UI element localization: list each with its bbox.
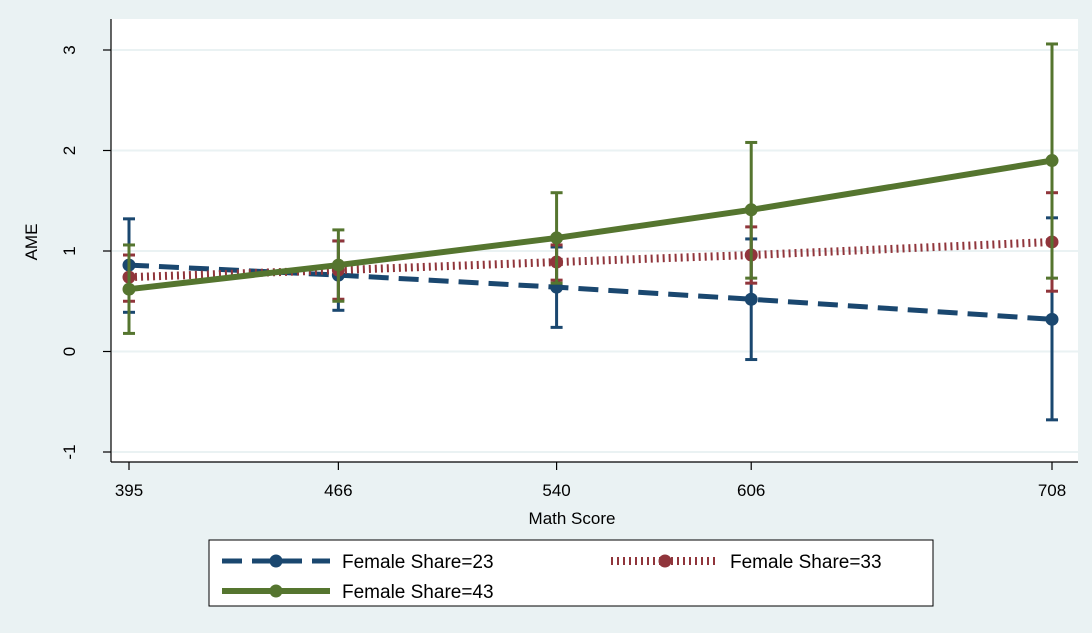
legend-swatch-marker bbox=[269, 554, 283, 568]
data-point bbox=[550, 231, 564, 245]
y-tick-label: -1 bbox=[60, 444, 79, 459]
y-axis-title: AME bbox=[22, 224, 41, 261]
y-tick-label: 1 bbox=[60, 246, 79, 255]
x-ticks: 395 466 540 606 708 bbox=[115, 462, 1066, 500]
legend-item: Female Share=33 bbox=[611, 552, 882, 573]
y-tick-label: 2 bbox=[60, 146, 79, 155]
legend: Female Share=23 Female Share=33 Female Sha… bbox=[208, 539, 934, 607]
series-layer bbox=[122, 42, 1059, 422]
x-axis-title: Math Score bbox=[529, 509, 616, 528]
x-tick-label: 708 bbox=[1038, 481, 1066, 500]
legend-box bbox=[208, 539, 934, 607]
y-ticks: -1 0 1 2 3 bbox=[60, 45, 111, 460]
legend-label: Female Share=23 bbox=[342, 552, 494, 573]
data-point bbox=[122, 282, 136, 296]
legend-swatch-marker bbox=[269, 584, 283, 598]
data-point bbox=[744, 292, 758, 306]
data-point bbox=[1045, 312, 1059, 326]
plot-area bbox=[111, 19, 1078, 462]
y-tick-label: 3 bbox=[60, 45, 79, 54]
legend-items: Female Share=23 Female Share=33 Female Sha… bbox=[222, 552, 882, 603]
axes bbox=[110, 19, 1078, 463]
data-point bbox=[1045, 154, 1059, 168]
data-point bbox=[331, 258, 345, 272]
gridlines bbox=[112, 49, 1078, 453]
legend-item: Female Share=23 bbox=[222, 552, 494, 573]
data-point bbox=[744, 203, 758, 217]
legend-label: Female Share=43 bbox=[342, 582, 494, 603]
x-tick-label: 606 bbox=[737, 481, 765, 500]
legend-label: Female Share=33 bbox=[730, 552, 882, 573]
series-3 bbox=[122, 42, 1059, 335]
y-tick-label: 0 bbox=[60, 347, 79, 356]
x-tick-label: 466 bbox=[324, 481, 352, 500]
legend-item: Female Share=43 bbox=[222, 582, 494, 603]
x-tick-label: 395 bbox=[115, 481, 143, 500]
x-tick-label: 540 bbox=[542, 481, 570, 500]
legend-swatch-marker bbox=[658, 554, 672, 568]
